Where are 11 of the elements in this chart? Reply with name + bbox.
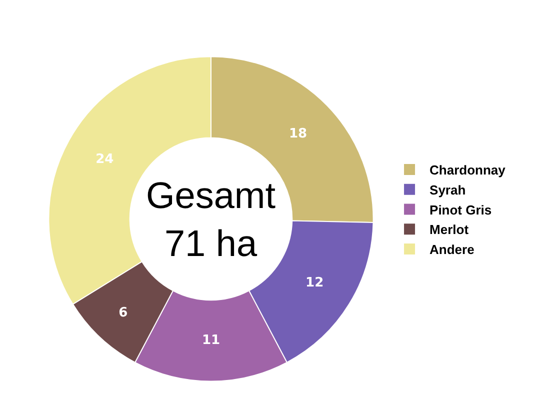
legend-label: Merlot <box>430 222 470 238</box>
text: Gesamt 71 ha <box>146 175 276 264</box>
legend-label: Chardonnay <box>430 162 506 178</box>
data-label: 12 <box>306 275 324 290</box>
legend-label: Syrah <box>430 182 466 198</box>
data-label: 24 <box>96 152 114 168</box>
legend-label: Pinot Gris <box>430 202 492 218</box>
data-label: 6 <box>118 305 128 320</box>
data-label: 11 <box>202 333 220 348</box>
legend-label: Andere <box>430 242 474 258</box>
data-label: 18 <box>288 126 308 142</box>
